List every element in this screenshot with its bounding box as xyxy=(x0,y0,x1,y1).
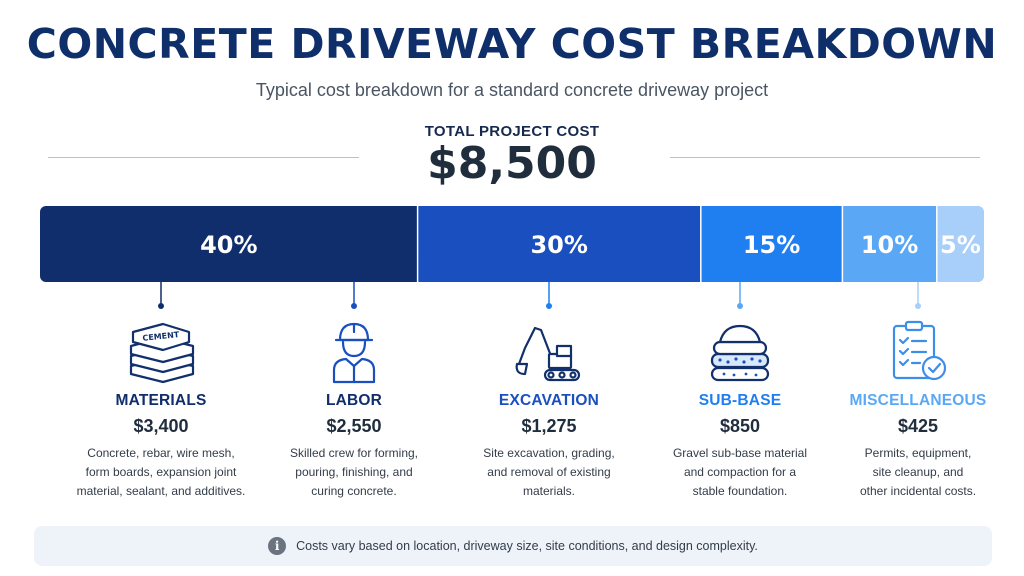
bar-segment-excavation xyxy=(700,206,843,282)
worker-icon xyxy=(332,322,376,384)
connector-dot xyxy=(737,303,743,309)
clipboard-check-icon xyxy=(892,320,947,381)
connector-dot xyxy=(158,303,164,309)
category-name: LABOR xyxy=(325,392,383,409)
total-cost-label: TOTAL PROJECT COST xyxy=(424,123,600,140)
svg-text:CEMENT: CEMENT xyxy=(142,330,180,343)
category-description: Skilled crew for forming, pouring, finish… xyxy=(289,446,419,498)
category-cost: $3,400 xyxy=(133,416,189,436)
stacked-cost-bar: 40% 30% 15% 10% 5% xyxy=(40,206,984,309)
connector-dot xyxy=(915,303,921,309)
category-materials: CEMENT MATERIALS $3,400 Concrete, rebar,… xyxy=(52,318,270,501)
category-excavation: EXCAVATION $1,275 Site excavation, gradi… xyxy=(462,318,636,501)
gravel-layers-icon xyxy=(710,324,770,382)
bar-segment-labor xyxy=(417,206,701,282)
total-cost-value: $8,500 xyxy=(427,138,597,189)
page-subtitle: Typical cost breakdown for a standard co… xyxy=(255,80,769,100)
category-name: EXCAVATION xyxy=(498,392,600,409)
category-cost: $1,275 xyxy=(521,416,577,436)
bar-segment-miscellaneous xyxy=(936,206,984,282)
category-cost: $2,550 xyxy=(326,416,382,436)
category-description: Permits, equipment, site cleanup, and othe… xyxy=(859,446,977,498)
category-name: SUB-BASE xyxy=(698,392,782,409)
bar-label-sub-base: 10% xyxy=(861,231,918,259)
category-cost: $425 xyxy=(897,416,939,436)
bar-segment-sub-base xyxy=(842,206,937,282)
category-name: MISCELLANEOUS xyxy=(849,392,987,409)
bar-segment-materials xyxy=(40,206,418,282)
divider-left xyxy=(48,157,359,158)
divider-right xyxy=(670,157,980,158)
category-description: Site excavation, grading, and removal of … xyxy=(483,446,615,498)
category-labor: LABOR $2,550 Skilled crew for forming, po… xyxy=(262,318,446,501)
connector-dot xyxy=(546,303,552,309)
bar-label-excavation: 15% xyxy=(743,231,800,259)
cement-bags-icon: CEMENT xyxy=(129,322,195,384)
excavator-icon xyxy=(515,326,581,382)
category-sub-base: SUB-BASE $850 Gravel sub-base material an… xyxy=(656,318,824,501)
info-icon: i xyxy=(268,537,287,555)
bar-label-miscellaneous: 5% xyxy=(940,231,981,259)
category-description: Gravel sub-base material and compaction f… xyxy=(672,446,808,498)
bar-label-labor: 30% xyxy=(530,231,587,259)
connector-dot xyxy=(351,303,357,309)
bar-label-materials: 40% xyxy=(200,231,257,259)
footer-text: Costs vary based on location, driveway s… xyxy=(296,539,758,553)
footer-note: i Costs vary based on location, driveway… xyxy=(34,526,992,566)
page-title: CONCRETE DRIVEWAY COST BREAKDOWN xyxy=(26,20,998,68)
category-cost: $850 xyxy=(719,416,761,436)
category-name: MATERIALS xyxy=(115,392,207,409)
category-description: Concrete, rebar, wire mesh, form boards, … xyxy=(76,446,246,498)
category-miscellaneous: MISCELLANEOUS $425 Permits, equipment, si… xyxy=(838,318,998,501)
